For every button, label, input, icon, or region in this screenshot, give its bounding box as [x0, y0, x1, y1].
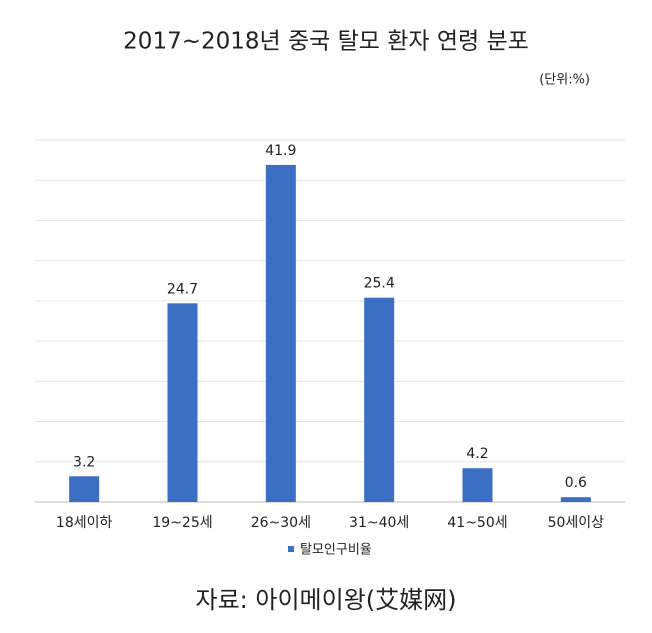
bar	[560, 497, 591, 502]
x-tick-label: 19~25세	[152, 515, 212, 531]
x-tick-label: 18세이하	[56, 515, 113, 531]
unit-label: (단위:%)	[539, 73, 590, 88]
legend-marker	[288, 546, 294, 552]
bar	[265, 164, 296, 502]
legend-label: 탈모인구비율	[300, 543, 372, 558]
source: 자료: 아이메이왕(艾媒网)	[195, 586, 456, 614]
x-tick-label: 41~50세	[447, 515, 507, 531]
bar	[462, 468, 493, 502]
x-tick-label: 31~40세	[349, 515, 409, 531]
bar	[364, 297, 395, 502]
data-label: 24.7	[167, 281, 198, 297]
bar	[69, 476, 100, 502]
bar	[167, 303, 198, 502]
chart-title: 2017~2018년 중국 탈모 환자 연령 분포	[123, 29, 529, 55]
data-label: 3.2	[73, 454, 95, 470]
x-tick-label: 26~30세	[251, 515, 311, 531]
data-label: 0.6	[565, 475, 587, 491]
data-label: 25.4	[364, 276, 395, 292]
data-label: 41.9	[265, 143, 296, 159]
x-tick-label: 50세이상	[548, 515, 605, 531]
data-label: 4.2	[466, 446, 488, 462]
